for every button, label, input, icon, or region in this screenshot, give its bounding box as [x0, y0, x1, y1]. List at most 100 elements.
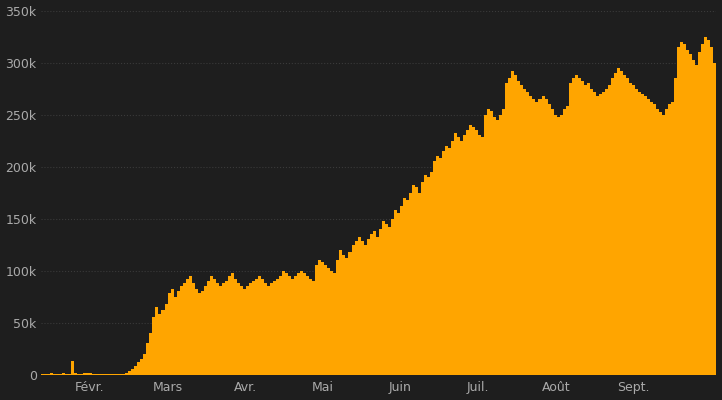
Bar: [385, 224, 388, 374]
Bar: [147, 343, 149, 374]
Bar: [629, 83, 632, 374]
Bar: [433, 161, 436, 374]
Bar: [466, 130, 469, 374]
Bar: [357, 237, 360, 374]
Bar: [321, 262, 324, 374]
Bar: [690, 54, 692, 374]
Bar: [427, 177, 430, 374]
Bar: [318, 260, 321, 374]
Bar: [313, 281, 316, 374]
Bar: [201, 291, 204, 374]
Bar: [647, 99, 650, 374]
Bar: [523, 88, 526, 374]
Bar: [170, 289, 173, 374]
Bar: [180, 286, 183, 374]
Bar: [206, 281, 210, 374]
Bar: [562, 109, 565, 374]
Bar: [442, 151, 445, 374]
Bar: [584, 86, 587, 374]
Bar: [309, 279, 313, 374]
Bar: [701, 44, 705, 374]
Bar: [400, 206, 403, 374]
Bar: [445, 146, 448, 374]
Bar: [129, 371, 131, 374]
Bar: [216, 283, 219, 374]
Bar: [213, 279, 216, 374]
Bar: [463, 135, 466, 374]
Bar: [641, 94, 644, 374]
Bar: [155, 307, 158, 374]
Bar: [255, 279, 258, 374]
Bar: [448, 148, 451, 374]
Bar: [508, 78, 511, 374]
Bar: [671, 102, 674, 374]
Bar: [421, 182, 424, 374]
Bar: [457, 138, 460, 374]
Bar: [430, 172, 433, 374]
Bar: [683, 44, 687, 374]
Bar: [705, 36, 708, 374]
Bar: [493, 117, 496, 374]
Bar: [626, 78, 629, 374]
Bar: [231, 272, 234, 374]
Bar: [303, 272, 306, 374]
Bar: [539, 99, 542, 374]
Bar: [451, 140, 454, 374]
Bar: [86, 373, 89, 374]
Bar: [418, 192, 421, 374]
Bar: [653, 104, 656, 374]
Bar: [222, 283, 225, 374]
Bar: [183, 283, 186, 374]
Bar: [228, 276, 231, 374]
Bar: [342, 255, 345, 374]
Bar: [469, 125, 472, 374]
Bar: [249, 283, 252, 374]
Bar: [191, 283, 195, 374]
Bar: [144, 354, 147, 374]
Bar: [511, 71, 514, 374]
Bar: [137, 362, 140, 374]
Bar: [698, 52, 701, 374]
Bar: [152, 317, 155, 374]
Bar: [487, 109, 490, 374]
Bar: [62, 373, 65, 374]
Bar: [662, 114, 665, 374]
Bar: [267, 286, 270, 374]
Bar: [131, 369, 134, 374]
Bar: [261, 279, 264, 374]
Bar: [514, 75, 518, 374]
Bar: [264, 283, 267, 374]
Bar: [569, 83, 572, 374]
Bar: [596, 96, 599, 374]
Bar: [409, 192, 412, 374]
Bar: [424, 175, 427, 374]
Bar: [240, 286, 243, 374]
Bar: [542, 96, 544, 374]
Bar: [656, 109, 659, 374]
Bar: [237, 283, 240, 374]
Bar: [195, 289, 198, 374]
Bar: [614, 73, 617, 374]
Bar: [478, 135, 481, 374]
Bar: [460, 140, 463, 374]
Bar: [490, 112, 493, 374]
Bar: [177, 291, 180, 374]
Bar: [327, 268, 331, 374]
Bar: [638, 92, 641, 374]
Bar: [331, 270, 334, 374]
Bar: [276, 279, 279, 374]
Bar: [687, 50, 690, 374]
Bar: [149, 333, 152, 374]
Bar: [590, 88, 593, 374]
Bar: [352, 244, 355, 374]
Bar: [505, 83, 508, 374]
Bar: [439, 158, 442, 374]
Bar: [306, 276, 309, 374]
Bar: [436, 156, 439, 374]
Bar: [500, 114, 503, 374]
Bar: [316, 265, 318, 374]
Bar: [375, 237, 378, 374]
Bar: [415, 187, 418, 374]
Bar: [475, 130, 478, 374]
Bar: [324, 265, 327, 374]
